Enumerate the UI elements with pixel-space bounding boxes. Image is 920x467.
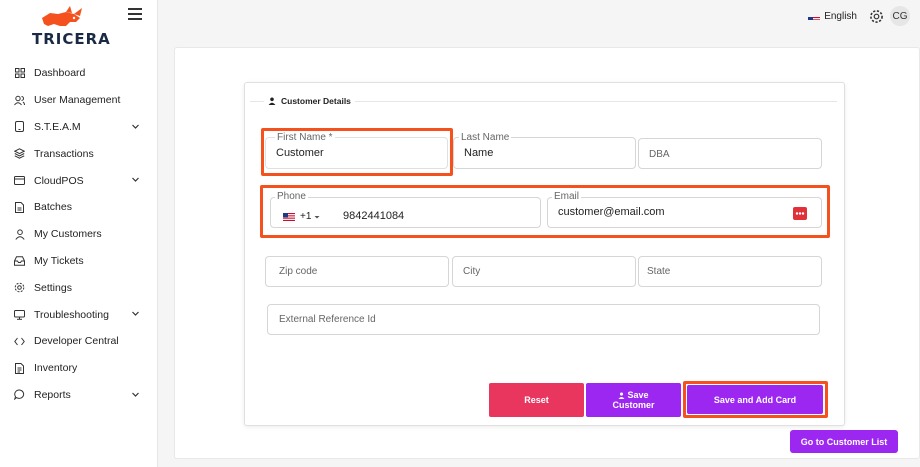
save-add-card-highlight	[683, 381, 828, 418]
city-field[interactable]: City	[452, 256, 636, 287]
hamburger-menu-icon[interactable]	[128, 8, 142, 20]
sidebar-item-troubleshooting[interactable]: Troubleshooting	[0, 301, 158, 328]
sidebar-item-transactions[interactable]: Transactions	[0, 140, 158, 167]
sidebar-item-settings[interactable]: Settings	[0, 274, 158, 301]
sidebar-item-my-tickets[interactable]: My Tickets	[0, 248, 158, 275]
go-to-customer-list-button[interactable]: Go to Customer List	[790, 430, 898, 453]
sidebar-item-label: Developer Central	[34, 335, 119, 348]
sidebar-item-user-management[interactable]: User Management	[0, 87, 158, 114]
inbox-icon	[14, 255, 25, 266]
brand-name: TRICERA	[32, 30, 111, 48]
phone-field[interactable]: Phone +1 9842441084	[270, 191, 541, 228]
email-label: Email	[552, 191, 582, 202]
sidebar-nav: Dashboard User Management S.T.E.A.M Tran…	[0, 60, 158, 408]
last-name-field[interactable]: Last Name Name	[453, 132, 636, 169]
sidebar-item-label: My Customers	[34, 228, 102, 241]
chevron-down-icon[interactable]	[131, 390, 140, 399]
person-icon	[14, 229, 25, 240]
city-placeholder: City	[463, 266, 481, 277]
us-flag-icon	[283, 212, 295, 221]
caret-down-icon	[314, 215, 320, 218]
person-icon	[619, 391, 625, 399]
first-name-highlight	[261, 128, 453, 176]
users-icon	[14, 95, 25, 106]
gear-icon	[14, 282, 25, 293]
sidebar-item-steam[interactable]: S.T.E.A.M	[0, 114, 158, 141]
sidebar-item-label: Reports	[34, 388, 71, 401]
sidebar-item-my-customers[interactable]: My Customers	[0, 221, 158, 248]
zip-code-field[interactable]: Zip code	[265, 256, 449, 287]
contact-highlight	[260, 185, 830, 238]
tablet-icon	[14, 121, 25, 133]
topbar-actions: English CG	[808, 6, 910, 26]
chevron-down-icon[interactable]	[131, 122, 140, 131]
section-divider	[250, 101, 837, 102]
save-customer-button[interactable]: Save Customer	[586, 383, 681, 417]
state-field[interactable]: State	[638, 256, 822, 287]
first-name-label: First Name *	[275, 132, 335, 143]
sidebar-item-inventory[interactable]: Inventory	[0, 355, 158, 382]
chat-icon	[14, 389, 25, 401]
sidebar-item-label: Troubleshooting	[34, 308, 109, 321]
chevron-down-icon[interactable]	[131, 309, 140, 318]
country-code: +1	[300, 211, 312, 222]
list-file-icon	[14, 362, 25, 374]
email-field[interactable]: Email customer@email.com	[547, 191, 822, 228]
sidebar-item-label: Dashboard	[34, 67, 86, 80]
zip-code-placeholder: Zip code	[279, 266, 318, 277]
sidebar-item-label: Batches	[34, 201, 72, 214]
save-and-add-card-button[interactable]: Save and Add Card	[687, 385, 823, 414]
save-customer-line2: Customer	[612, 400, 655, 410]
sidebar-item-label: Transactions	[34, 147, 94, 160]
section-title: Customer Details	[264, 96, 355, 106]
sidebar-item-batches[interactable]: Batches	[0, 194, 158, 221]
monitor-icon	[14, 309, 25, 320]
sidebar: TRICERA Dashboard User Management S.T.E.…	[0, 0, 158, 467]
triceratops-logo-icon	[42, 6, 82, 26]
first-name-value: Customer	[276, 147, 324, 159]
state-placeholder: State	[647, 266, 671, 277]
save-customer-line1-wrap: Save	[618, 390, 649, 400]
external-reference-placeholder: External Reference Id	[279, 314, 376, 325]
phone-label: Phone	[275, 191, 308, 202]
card-icon	[14, 175, 25, 186]
first-name-field[interactable]: First Name * Customer	[265, 132, 448, 169]
language-selector[interactable]: English	[824, 10, 857, 22]
dba-field[interactable]: DBA	[638, 138, 822, 169]
email-value: customer@email.com	[558, 206, 665, 218]
file-icon	[14, 201, 25, 213]
last-name-value: Name	[464, 147, 494, 159]
person-icon	[268, 97, 276, 105]
sidebar-item-reports[interactable]: Reports	[0, 382, 158, 409]
country-code-selector[interactable]: +1	[283, 211, 320, 222]
save-customer-line1: Save	[627, 390, 649, 400]
grid-icon	[14, 68, 25, 79]
sidebar-item-developer-central[interactable]: Developer Central	[0, 328, 158, 355]
gear-icon[interactable]	[869, 9, 884, 24]
sidebar-item-label: CloudPOS	[34, 174, 84, 187]
sidebar-item-label: My Tickets	[34, 254, 84, 267]
sidebar-item-label: S.T.E.A.M	[34, 120, 81, 133]
phone-value: 9842441084	[343, 210, 405, 222]
avatar[interactable]: CG	[890, 6, 910, 26]
us-flag-icon	[808, 12, 821, 20]
sidebar-item-label: Inventory	[34, 362, 78, 375]
sidebar-item-label: Settings	[34, 281, 72, 294]
password-manager-icon[interactable]	[793, 207, 807, 220]
last-name-label: Last Name	[459, 132, 512, 143]
chevron-down-icon[interactable]	[131, 175, 140, 184]
sidebar-item-dashboard[interactable]: Dashboard	[0, 60, 158, 87]
dba-placeholder: DBA	[649, 149, 670, 160]
layers-icon	[14, 148, 25, 160]
reset-button[interactable]: Reset	[489, 383, 584, 417]
section-title-label: Customer Details	[281, 96, 351, 106]
sidebar-item-label: User Management	[34, 94, 121, 107]
sidebar-item-cloudpos[interactable]: CloudPOS	[0, 167, 158, 194]
code-icon	[14, 336, 25, 347]
external-reference-field[interactable]: External Reference Id	[267, 304, 820, 335]
